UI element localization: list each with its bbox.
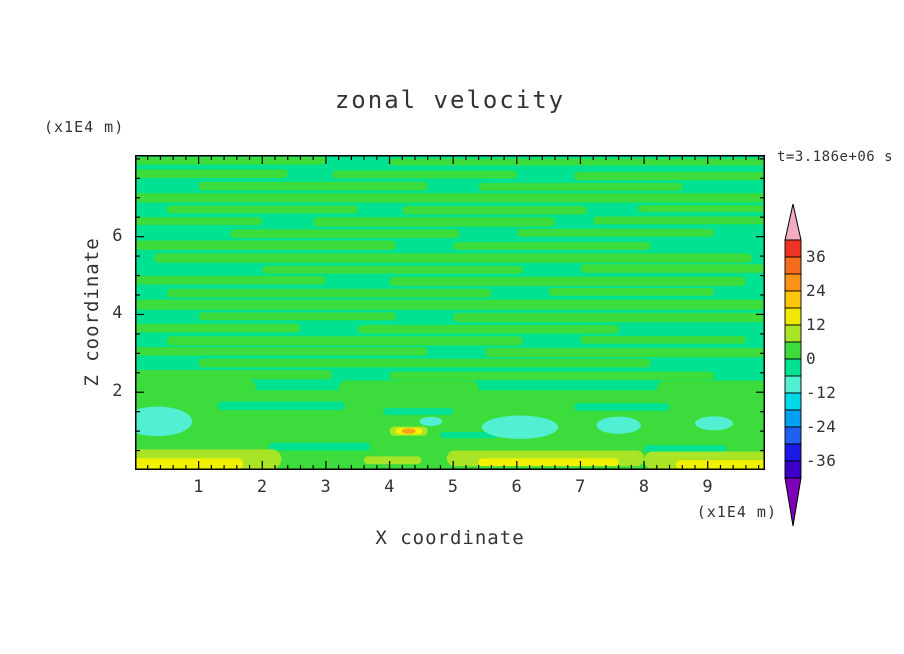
- colorbar-tick-label: 12: [806, 315, 827, 334]
- x-tick-label: 4: [384, 477, 395, 497]
- y-axis-unit-label: (x1E4 m): [44, 118, 125, 136]
- x-tick-label: 8: [638, 477, 650, 497]
- x-axis-unit-label: (x1E4 m): [696, 503, 777, 521]
- colorbar-tick-label: 0: [806, 349, 817, 368]
- z-tick-label: 2: [112, 381, 123, 402]
- contour-plot: [135, 155, 765, 470]
- colorbar-tick-label: 24: [806, 281, 827, 300]
- x-tick-label: 5: [447, 477, 459, 497]
- colorbar-tick-label: -12: [806, 383, 837, 402]
- x-tick-label: 1: [193, 477, 204, 497]
- x-tick-label: 6: [511, 477, 523, 497]
- colorbar-tick-label: -36: [806, 451, 837, 470]
- colorbar: [784, 203, 802, 527]
- colorbar-tick-label: -24: [806, 417, 837, 436]
- x-tick-label: 2: [256, 477, 268, 497]
- colorbar-tick-label: 36: [806, 247, 827, 266]
- x-axis-title: X coordinate: [375, 527, 525, 549]
- chart-title: zonal velocity: [334, 86, 566, 114]
- z-tick-label: 6: [112, 225, 123, 246]
- z-tick-label: 4: [112, 303, 123, 324]
- x-tick-label: 9: [702, 477, 714, 497]
- x-tick-label: 3: [320, 477, 332, 497]
- timestamp-label: t=3.186e+06 s: [777, 149, 894, 165]
- x-tick-label: 7: [575, 477, 586, 497]
